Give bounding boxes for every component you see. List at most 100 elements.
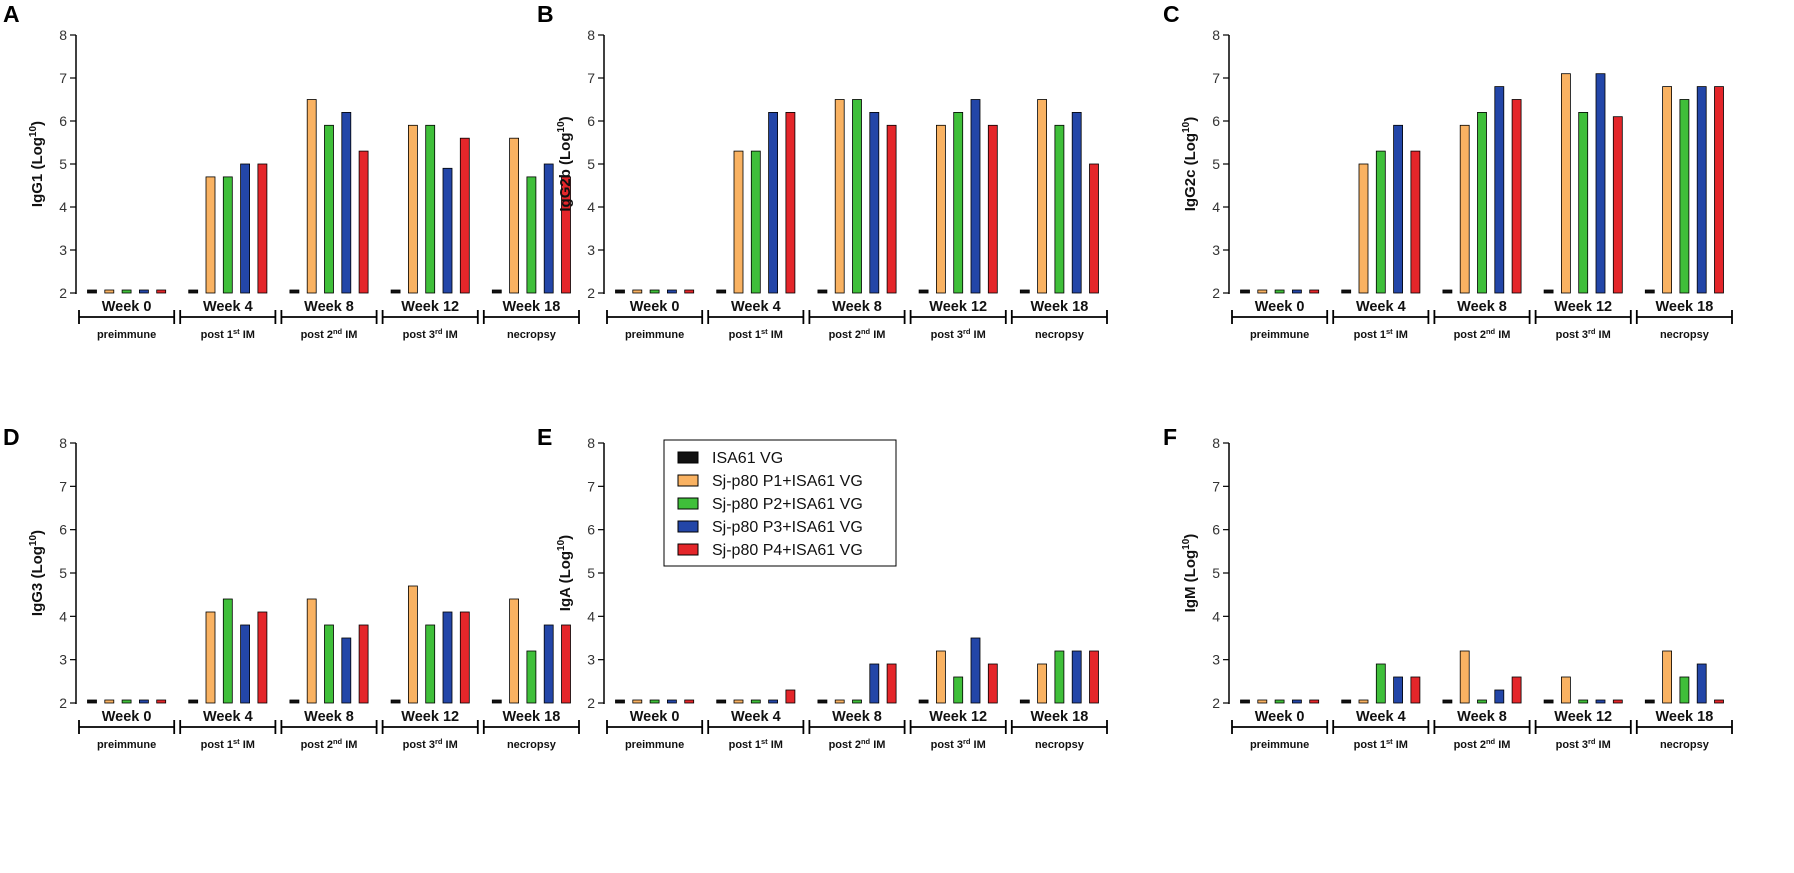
bar xyxy=(1714,86,1724,294)
y-tick-label: 7 xyxy=(59,478,67,494)
legend-swatch xyxy=(677,451,699,464)
x-group-label: post 3rd IM xyxy=(403,737,458,751)
y-tick-label: 5 xyxy=(59,565,67,581)
y-tick-label: 8 xyxy=(59,435,67,451)
x-group-label: post 2nd IM xyxy=(1454,737,1511,751)
bar xyxy=(768,112,778,294)
y-tick-label: 2 xyxy=(59,695,67,711)
bar xyxy=(1578,112,1589,294)
bar xyxy=(750,150,761,294)
bar xyxy=(358,624,369,704)
bar xyxy=(1459,124,1470,294)
bar xyxy=(1375,150,1386,294)
x-group-label: post 1st IM xyxy=(201,737,255,751)
x-group-label: necropsy xyxy=(1035,739,1085,751)
y-tick-label: 3 xyxy=(587,242,595,258)
bar xyxy=(953,676,964,704)
x-group-label: post 1st IM xyxy=(729,327,783,341)
y-axis-title: IgG2b (Log10) xyxy=(556,116,574,211)
bar xyxy=(240,163,251,294)
bar xyxy=(491,289,502,294)
panel-c: C 2 3 4 5 6 7 8 IgG2c (Log10) Week 0 preimmune Week… xyxy=(1163,1,1733,341)
bar xyxy=(1393,124,1403,294)
bar xyxy=(817,699,828,704)
bar xyxy=(987,124,998,294)
x-group-label: post 3rd IM xyxy=(403,327,458,341)
bar xyxy=(442,611,453,704)
bar xyxy=(1240,699,1250,704)
y-tick-label: 3 xyxy=(59,652,67,668)
legend: ISA61 VG Sj-p80 P1+ISA61 VG Sj-p80 P2+IS… xyxy=(663,439,897,567)
bar xyxy=(205,611,216,704)
y-tick-label: 6 xyxy=(59,113,67,129)
bar xyxy=(785,112,796,294)
legend-swatch xyxy=(677,520,699,533)
bar xyxy=(1240,289,1250,294)
bar xyxy=(1477,699,1487,704)
bar xyxy=(667,699,677,704)
y-axis-title: IgG2c (Log10) xyxy=(1181,117,1199,211)
legend-label: Sj-p80 P4+ISA61 VG xyxy=(712,542,863,559)
x-category-label: Week 0 xyxy=(102,299,152,315)
legend-label: Sj-p80 P1+ISA61 VG xyxy=(712,473,863,490)
bar xyxy=(1696,663,1707,704)
bar xyxy=(138,699,149,704)
x-category-label: Week 12 xyxy=(1554,709,1612,725)
bar xyxy=(222,176,233,294)
bar xyxy=(1442,699,1453,704)
legend-entry-p2: Sj-p80 P2+ISA61 VG xyxy=(677,496,863,513)
bar xyxy=(425,124,436,294)
bar xyxy=(684,699,695,704)
y-tick-label: 5 xyxy=(587,156,595,172)
x-category-label: Week 12 xyxy=(929,299,987,315)
legend-entry-isa61: ISA61 VG xyxy=(677,450,783,467)
bar xyxy=(1358,699,1369,704)
panel-f: F 2 3 4 5 6 7 8 IgM (Log10) Week 0 preimmune Week 4… xyxy=(1163,424,1733,751)
x-group-label: post 2nd IM xyxy=(301,737,358,751)
x-category-label: Week 12 xyxy=(401,709,459,725)
x-group-label: post 3rd IM xyxy=(931,327,986,341)
x-category-label: Week 8 xyxy=(1457,299,1507,315)
bar xyxy=(684,289,695,294)
bar xyxy=(1662,650,1672,704)
bar xyxy=(306,598,317,704)
x-category-label: Week 0 xyxy=(1255,709,1305,725)
legend-frame xyxy=(663,439,897,567)
x-category-label: Week 18 xyxy=(503,709,561,725)
x-group-label: post 2nd IM xyxy=(829,737,886,751)
bar xyxy=(1662,86,1672,294)
bar xyxy=(1578,699,1589,704)
bar xyxy=(1089,163,1099,294)
y-axis-title: IgA (Log10) xyxy=(556,535,574,611)
bar xyxy=(1274,699,1285,704)
legend-label: Sj-p80 P2+ISA61 VG xyxy=(712,496,863,513)
bar xyxy=(1561,73,1571,294)
y-tick-label: 2 xyxy=(587,285,595,301)
bar xyxy=(1561,676,1571,704)
x-category-label: Week 12 xyxy=(1554,299,1612,315)
x-category-label: Week 8 xyxy=(304,299,354,315)
x-category-label: Week 0 xyxy=(102,709,152,725)
y-tick-label: 8 xyxy=(1212,27,1220,43)
x-group-label: preimmune xyxy=(625,739,684,751)
bar xyxy=(543,163,554,294)
y-tick-label: 4 xyxy=(587,608,595,624)
bar xyxy=(1442,289,1453,294)
bar xyxy=(104,699,115,704)
bar xyxy=(104,289,115,294)
bar xyxy=(491,699,502,704)
x-group-label: necropsy xyxy=(507,739,557,751)
y-tick-label: 2 xyxy=(1212,285,1220,301)
y-tick-label: 8 xyxy=(587,27,595,43)
bar xyxy=(257,611,268,704)
panel-a: A 2 3 4 5 6 7 8 IgG1 (Log10) Week 0 preimmune Week … xyxy=(3,1,580,341)
legend-swatch xyxy=(677,497,699,510)
bar xyxy=(1612,116,1623,294)
bar xyxy=(834,699,845,704)
x-category-label: Week 0 xyxy=(630,709,680,725)
bar xyxy=(1595,73,1606,294)
x-category-label: Week 12 xyxy=(401,299,459,315)
x-group-label: post 3rd IM xyxy=(931,737,986,751)
bar xyxy=(817,289,828,294)
bar xyxy=(1644,289,1655,294)
